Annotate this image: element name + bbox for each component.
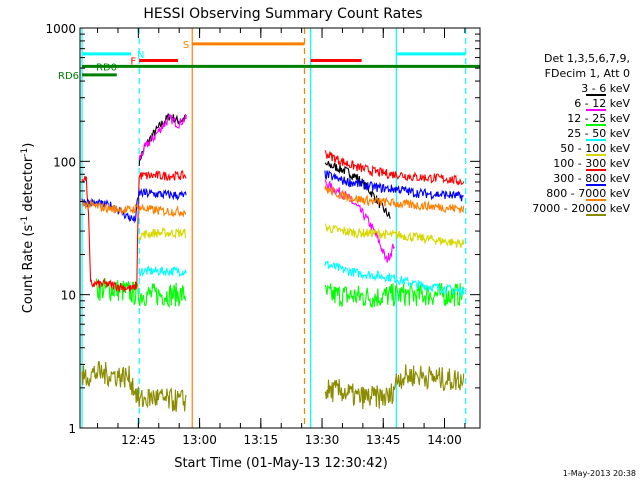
series-line: [324, 364, 465, 410]
series-line: [81, 170, 187, 293]
legend-label: 300 - 800 keV: [553, 172, 630, 185]
y-axis-label-sup1: -1: [20, 216, 30, 225]
series-line: [324, 169, 464, 202]
legend-header-1: Det 1,3,5,6,7,9,: [544, 52, 630, 65]
series-line: [324, 160, 391, 219]
y-tick-label: 100: [53, 155, 76, 169]
x-tick-label: 12:45: [121, 433, 156, 447]
chart-title: HESSI Observing Summary Count Rates: [143, 6, 422, 22]
series-line: [324, 185, 465, 214]
series-line: [138, 227, 187, 241]
series-line: [324, 259, 465, 297]
legend-label: 6 - 12 keV: [574, 97, 630, 110]
legend-label: 25 - 50 keV: [567, 127, 630, 140]
legend-label: 800 - 7000 keV: [546, 187, 630, 200]
x-axis-label: Start Time (01-May-13 12:30:42): [174, 456, 388, 471]
y-axis-label-sup2: -1: [20, 148, 30, 157]
x-tick-label: 13:30: [305, 433, 340, 447]
y-axis-label-end: ): [21, 143, 36, 148]
legend-header-2: FDecim 1, Att 0: [545, 67, 630, 80]
x-tick-label: 13:00: [182, 433, 217, 447]
flag-label: S: [183, 40, 189, 51]
x-tick-label: 13:45: [366, 433, 401, 447]
series-line: [324, 223, 465, 248]
series-line: [138, 265, 187, 278]
series-line: [138, 113, 187, 167]
series-line: [324, 179, 395, 263]
flag-label: RD0: [96, 62, 117, 73]
y-axis-label-mid: detector: [21, 156, 36, 216]
series-line: [81, 360, 187, 412]
legend: Det 1,3,5,6,7,9, FDecim 1, Att 0 3 - 6 k…: [532, 52, 630, 216]
y-axis-label-main: Count Rate (s: [21, 225, 36, 314]
x-tick-label: 13:15: [244, 433, 279, 447]
flag-label: RD6: [58, 71, 79, 82]
series-line: [324, 282, 465, 308]
series-line: [138, 113, 187, 161]
plot-area: N S F RD0 RD6: [58, 28, 480, 428]
legend-label: 7000 - 20000 keV: [532, 202, 630, 215]
y-tick-label: 1000: [45, 22, 76, 36]
series-line: [324, 150, 465, 186]
legend-label: 100 - 300 keV: [553, 157, 630, 170]
legend-label: 50 - 100 keV: [560, 142, 630, 155]
series-line: [81, 187, 187, 224]
series-line: [81, 199, 187, 218]
x-tick-label: 14:00: [427, 433, 462, 447]
legend-label: 3 - 6 keV: [581, 82, 630, 95]
y-tick-label: 1: [68, 422, 76, 436]
date-stamp: 1-May-2013 20:38: [563, 469, 636, 478]
y-tick-label: 10: [61, 289, 76, 303]
flag-label: F: [130, 57, 136, 68]
plot-frame: [79, 27, 481, 429]
legend-label: 12 - 25 keV: [567, 112, 630, 125]
flag-label: N: [137, 50, 144, 61]
y-axis-label: Count Rate (s-1 detector-1): [20, 143, 36, 314]
